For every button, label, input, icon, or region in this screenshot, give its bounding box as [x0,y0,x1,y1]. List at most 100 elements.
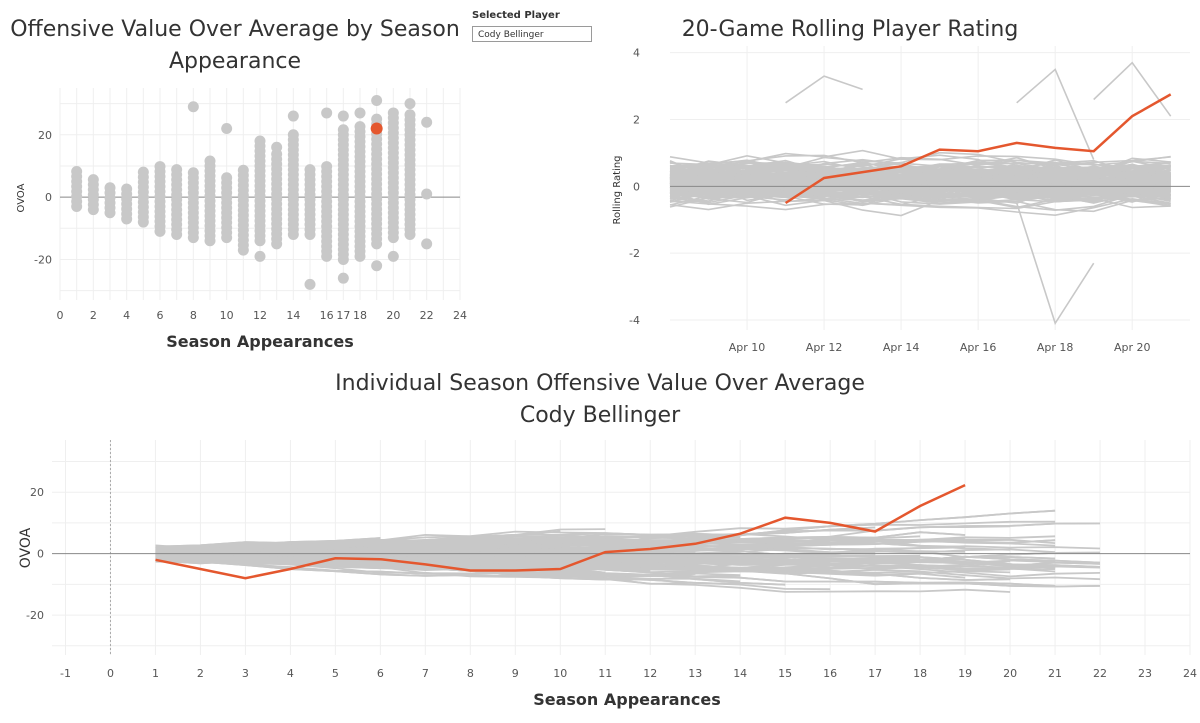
rolling-background-series [1016,68,1095,160]
scatter-point [137,166,149,178]
scatter-highlight-point [370,122,383,135]
scatter-point [221,123,233,135]
season-x-tick: 18 [913,667,927,680]
scatter-point [104,182,116,194]
scatter-point [337,272,349,284]
season-x-tick: 8 [467,667,474,680]
season-y-tick: -20 [26,609,44,622]
scatter-point [121,183,133,195]
scatter-point [371,94,383,106]
rolling-highlight-line [784,93,1172,205]
scatter-point [221,172,233,184]
scatter-x-tick: 24 [453,309,467,322]
season-x-tick: 19 [958,667,972,680]
rolling-background-series [669,186,1171,206]
season-x-tick: 24 [1183,667,1197,680]
season-x-tick: 5 [332,667,339,680]
rolling-x-tick: Apr 10 [729,341,766,354]
season-x-tick: 3 [242,667,249,680]
season-x-tick: 16 [823,667,837,680]
scatter-point [304,278,316,290]
season-x-tick: 7 [422,667,429,680]
rolling-x-tick: Apr 12 [806,341,843,354]
scatter-point [237,164,249,176]
season-x-tick: 9 [512,667,519,680]
rolling-x-tick: Apr 16 [960,341,997,354]
season-x-tick: 14 [733,667,747,680]
scatter-point [354,121,366,133]
season-x-tick: 22 [1093,667,1107,680]
scatter-point [337,110,349,122]
scatter-x-tick: 12 [253,309,267,322]
scatter-point [154,161,166,173]
scatter-point [304,164,316,176]
scatter-point [254,250,266,262]
season-x-axis-label: Season Appearances [533,690,721,709]
selected-player-input[interactable]: Cody Bellinger [472,26,592,42]
rolling-background-series [669,177,1171,199]
season-y-tick: 20 [30,486,44,499]
scatter-point [204,155,216,167]
scatter-y-tick: 20 [38,129,52,142]
rolling-chart-title: 20-Game Rolling Player Rating [681,17,1019,42]
scatter-point [404,109,416,121]
season-x-tick: 20 [1003,667,1017,680]
scatter-x-tick: 2 [90,309,97,322]
season-x-tick: 11 [598,667,612,680]
scatter-x-tick: 17 [336,309,350,322]
season-y-axis-label: OVOA [18,527,34,568]
scatter-point [421,116,433,128]
season-x-tick: 6 [377,667,384,680]
scatter-x-tick: 8 [190,309,197,322]
rolling-y-tick: -4 [629,314,640,327]
scatter-x-axis-label: Season Appearances [166,332,354,351]
scatter-point [421,238,433,250]
season-x-tick: 15 [778,667,792,680]
season-x-tick: 10 [553,667,567,680]
scatter-point [371,260,383,272]
scatter-y-tick: -20 [34,253,52,266]
rolling-y-tick: 4 [633,47,640,60]
season-x-tick: -1 [60,667,71,680]
rolling-x-tick: Apr 14 [883,341,920,354]
season-x-tick: 23 [1138,667,1152,680]
scatter-y-tick: 0 [45,191,52,204]
rolling-background-series [1015,202,1095,326]
scatter-point [271,141,283,153]
scatter-x-tick: 10 [220,309,234,322]
scatter-point [187,167,199,179]
scatter-x-tick: 0 [57,309,64,322]
scatter-point [421,188,433,200]
scatter-y-axis-label: OVOA [16,183,27,212]
rolling-background-series [669,197,1171,217]
scatter-point [187,101,199,113]
season-background-series [155,539,381,548]
season-x-tick: 4 [287,667,294,680]
season-x-tick: 2 [197,667,204,680]
season-x-tick: 0 [107,667,114,680]
scatter-point [171,164,183,176]
scatter-point [404,98,416,110]
rolling-background-series [669,181,1171,202]
scatter-point [71,166,83,178]
rolling-y-tick: 0 [633,180,640,193]
scatter-x-tick: 22 [420,309,434,322]
season-highlight-line [155,483,966,580]
scatter-x-tick: 20 [386,309,400,322]
season-x-tick: 1 [152,667,159,680]
scatter-point [371,113,383,125]
scatter-x-tick: 18 [353,309,367,322]
scatter-point [321,161,333,173]
rolling-y-tick: 2 [633,114,640,127]
season-x-tick: 13 [688,667,702,680]
rolling-x-tick: Apr 18 [1037,341,1074,354]
scatter-point [254,135,266,147]
rolling-background-series [669,175,1171,196]
rolling-x-tick: Apr 20 [1114,341,1151,354]
scatter-point [87,174,99,186]
scatter-x-tick: 16 [320,309,334,322]
rolling-background-series [669,165,1171,180]
scatter-point [287,110,299,122]
scatter-point [337,124,349,136]
